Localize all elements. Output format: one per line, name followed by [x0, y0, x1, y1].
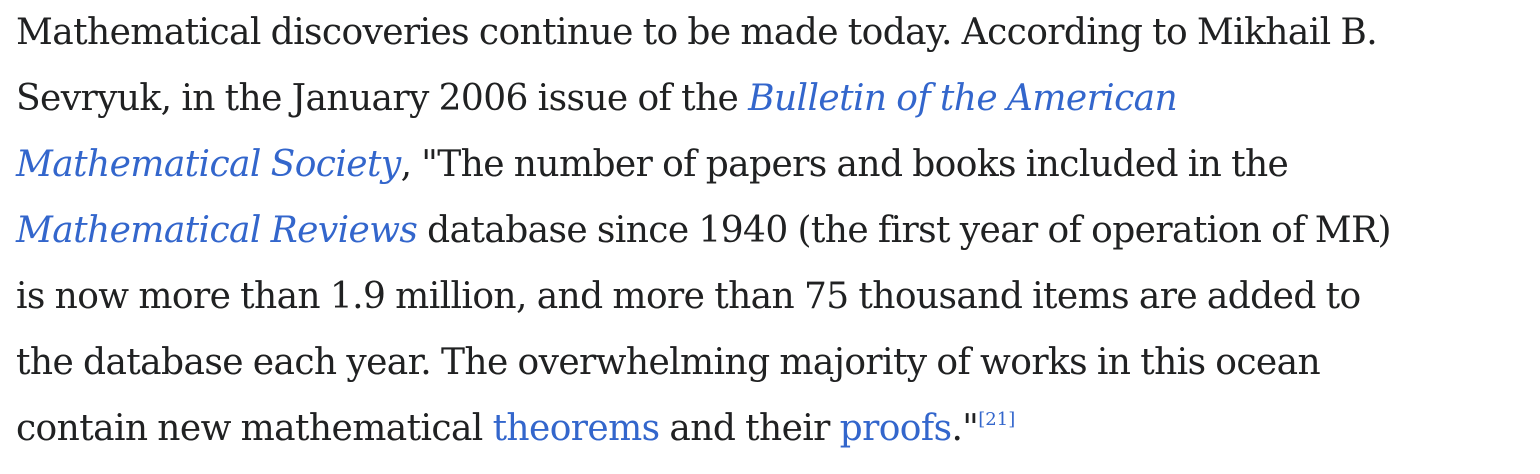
link-bulletin-ams[interactable]: Bulletin of the American — [748, 78, 1178, 119]
paragraph-line-1: Mathematical discoveries continue to be … — [16, 0, 1391, 66]
link-theorems[interactable]: theorems — [492, 408, 661, 449]
paragraph-line-4: Mathematical Reviews database since 1940… — [16, 198, 1392, 264]
link-mathematical-reviews[interactable]: Mathematical Reviews — [16, 210, 418, 251]
paragraph-line-3: Mathematical Society, "The number of pap… — [16, 132, 1391, 198]
link-proofs[interactable]: proofs — [839, 408, 952, 449]
text-segment: , "The number of papers and books includ… — [400, 144, 1289, 185]
citation-link[interactable]: [21] — [978, 409, 1016, 430]
paragraph-line-2: Sevryuk, in the January 2006 issue of th… — [16, 66, 1391, 132]
article-paragraph: Mathematical discoveries continue to be … — [16, 0, 1392, 462]
paragraph-line-6: the database each year. The overwhelming… — [16, 330, 1391, 396]
paragraph-line-7: contain new mathematical theorems and th… — [16, 396, 1391, 462]
paragraph-line-5: is now more than 1.9 million, and more t… — [16, 264, 1391, 330]
text-segment: and their — [659, 408, 840, 449]
text-segment: the database each year. The overwhelming… — [16, 342, 1321, 383]
text-segment: ." — [951, 408, 979, 449]
text-segment: is now more than 1.9 million, and more t… — [16, 276, 1361, 317]
text-segment: Mathematical discoveries continue to be … — [16, 12, 1378, 53]
link-bulletin-ams-continued[interactable]: Mathematical Society — [16, 144, 401, 185]
text-segment: Sevryuk, in the January 2006 issue of th… — [16, 78, 749, 119]
text-segment: database since 1940 (the first year of o… — [417, 210, 1391, 251]
citation-reference: [21] — [978, 409, 1015, 430]
text-segment: contain new mathematical — [16, 408, 493, 449]
